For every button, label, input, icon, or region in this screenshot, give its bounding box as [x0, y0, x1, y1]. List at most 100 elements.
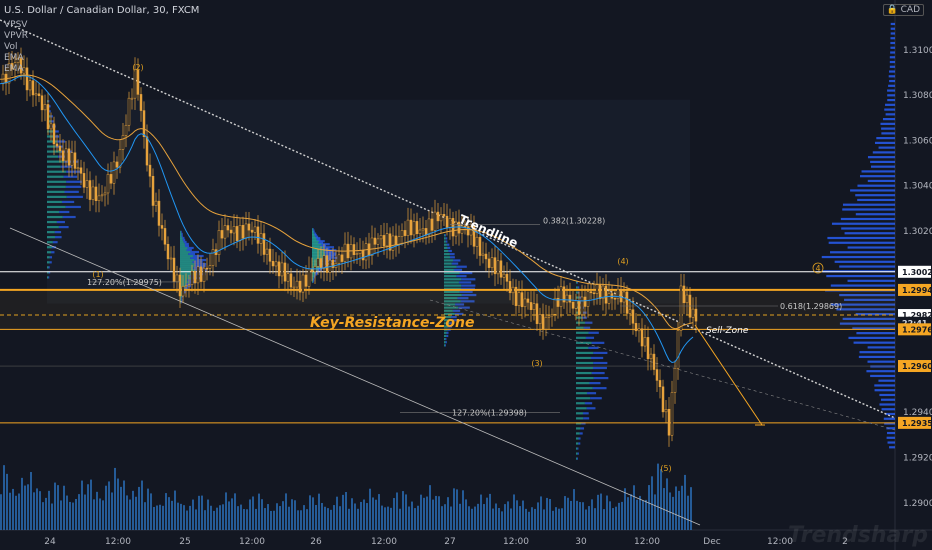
profile-26-bar [312, 271, 316, 274]
vpvr-bar [852, 327, 895, 330]
volume-bar [348, 508, 350, 530]
volume-bar [678, 490, 680, 530]
vpvr-bar [867, 179, 895, 183]
volume-bar [153, 506, 155, 530]
candle [472, 226, 476, 247]
channel-lower-line[interactable] [9, 227, 701, 526]
wave-label: (5) [660, 464, 671, 473]
profile-25-bar [180, 252, 189, 256]
price-tag[interactable]: 1.29766 [898, 323, 932, 336]
profile-24-bar [50, 115, 53, 118]
wave-label: (3) [531, 359, 542, 368]
profile-30-bar [576, 291, 578, 294]
candle [535, 303, 539, 324]
candle [283, 262, 287, 282]
profile-30-bar [576, 281, 578, 284]
profile-25-bar [181, 232, 183, 235]
volume-bar [294, 500, 296, 530]
profile-27-bar [444, 290, 460, 293]
profile-24-bar [52, 241, 58, 244]
volume-bar [21, 477, 23, 530]
price-tag[interactable]: 1.29604 [898, 360, 932, 373]
vpvr-bar [841, 227, 895, 230]
volume-bar [354, 503, 356, 530]
volume-bar [555, 507, 557, 530]
profile-26-bar [312, 273, 315, 276]
profile-27-bar [445, 337, 447, 341]
profile-25-bar [180, 232, 182, 235]
volume-bar [588, 506, 590, 530]
candle [433, 211, 437, 231]
volume-bar [63, 485, 65, 530]
projection-arrow[interactable] [694, 324, 763, 426]
profile-25-bar [186, 248, 192, 252]
volume-bar [54, 482, 56, 530]
indicator-ema-1[interactable]: EMA [4, 53, 24, 63]
volume-bar [3, 465, 5, 530]
indicator-vpsv[interactable]: VPSV [4, 20, 28, 30]
indicator-ema-2[interactable]: EMA [4, 64, 24, 74]
candle [139, 94, 143, 111]
profile-25-bar [181, 297, 183, 300]
ema-slow-line[interactable] [0, 74, 694, 330]
volume-bar [486, 497, 488, 530]
volume-bar [603, 509, 605, 530]
volume-bar [93, 499, 95, 530]
wave-label: (4) [617, 257, 628, 266]
volume-bar [147, 488, 149, 530]
volume-bar [498, 508, 500, 530]
volume-bar [543, 509, 545, 530]
profile-25-bar [194, 262, 207, 266]
profile-27-bar [444, 315, 451, 319]
volume-bar [600, 493, 602, 530]
volume-bar [366, 503, 368, 530]
volume-bar [450, 506, 452, 530]
price-tag[interactable]: 1.30020 [898, 265, 932, 278]
profile-25-bar [180, 254, 193, 258]
profile-25-bar [180, 267, 194, 270]
volume-bar [438, 496, 440, 530]
price-tag[interactable]: 1.29353 [898, 416, 932, 429]
ema-fast-line[interactable] [0, 75, 694, 364]
indicator-vpvr[interactable]: VPVR [4, 31, 28, 41]
profile-24-bar [47, 130, 54, 133]
volume-bar [237, 506, 239, 530]
profile-24-bar [47, 145, 56, 148]
profile-27-bar [458, 306, 470, 309]
candle [547, 315, 551, 318]
profile-24-bar [65, 185, 82, 188]
vpvr-bar [867, 156, 895, 159]
profile-30-bar [577, 457, 579, 460]
profile-26-bar [321, 243, 330, 246]
volume-bar [81, 480, 83, 530]
profile-27-bar [453, 259, 461, 262]
candle [94, 186, 98, 201]
price-tag[interactable]: 1.29940 [898, 283, 932, 296]
currency-badge[interactable]: 🔒 CAD [882, 4, 924, 16]
profile-27-bar [444, 293, 462, 297]
profile-26-bar [313, 276, 316, 279]
profile-26-bar [312, 253, 326, 256]
profile-24-bar [47, 205, 66, 209]
volume-bar [339, 506, 341, 530]
candle [103, 192, 107, 196]
candle [277, 261, 281, 277]
volume-bar [225, 492, 227, 530]
candle [526, 298, 530, 303]
profile-30-bar [576, 417, 584, 420]
profile-27-bar [452, 309, 461, 312]
volume-bar [459, 503, 461, 530]
profile-24-bar [51, 251, 55, 254]
volume-bar [612, 508, 614, 530]
wave-4-circle [812, 262, 824, 274]
profile-24-bar [48, 276, 50, 279]
candle [478, 236, 482, 256]
volume-bar [420, 494, 422, 530]
indicator-vol[interactable]: Vol [4, 42, 18, 52]
profile-27-bar [444, 249, 449, 253]
candle [637, 328, 641, 332]
candle [355, 253, 359, 255]
volume-bar [141, 480, 143, 530]
volume-bar [369, 488, 371, 530]
